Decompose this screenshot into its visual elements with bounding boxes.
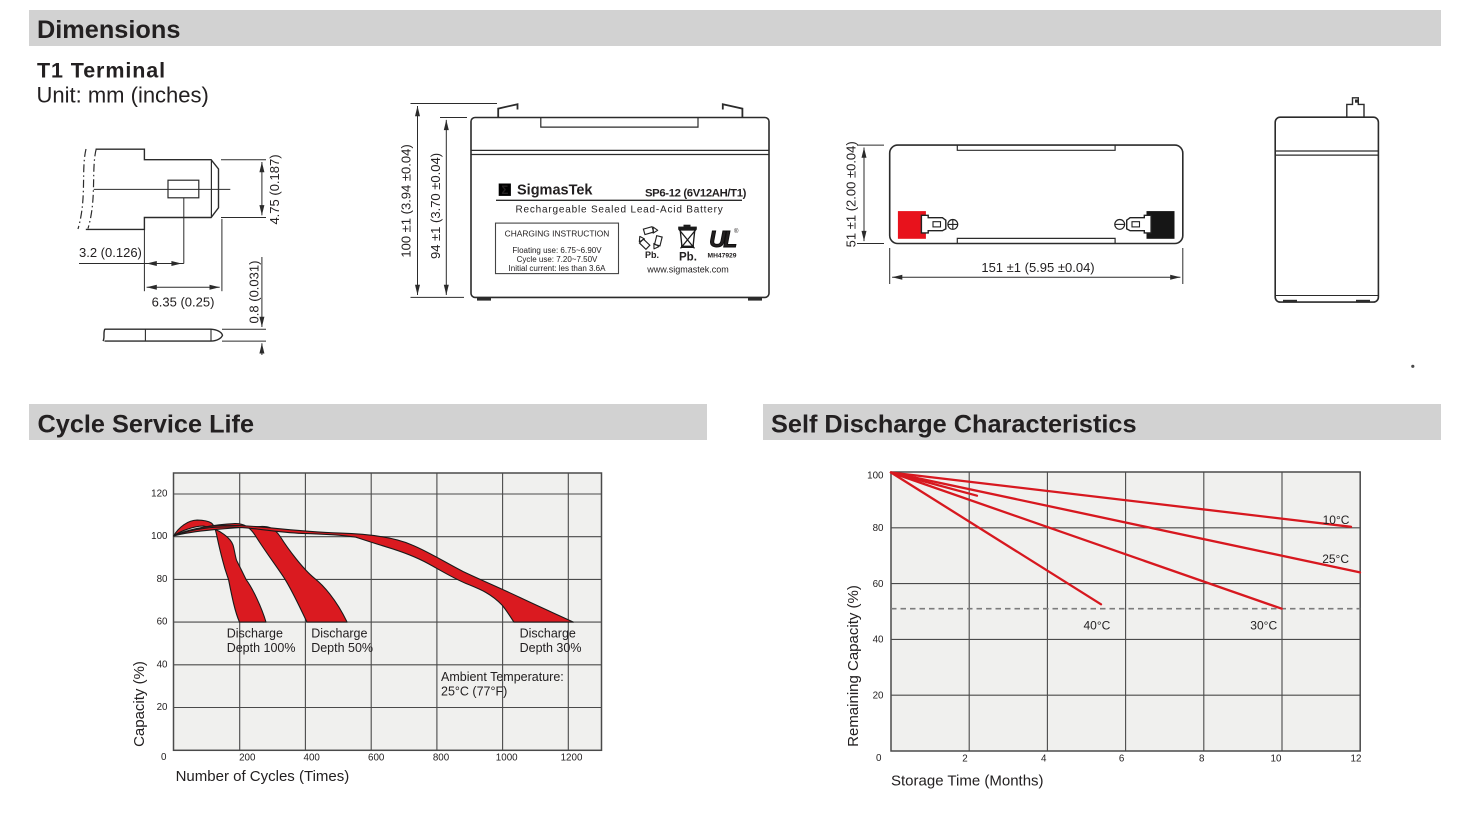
svg-text:Initial current: les than 3.6A: Initial current: les than 3.6A — [509, 264, 607, 273]
svg-text:80: 80 — [873, 523, 884, 534]
svg-text:4: 4 — [1041, 753, 1047, 764]
svg-text:100 ±1 (3.94 ±0.04): 100 ±1 (3.94 ±0.04) — [399, 144, 414, 257]
svg-text:Dimensions: Dimensions — [37, 16, 180, 44]
svg-text:Floating use: 6.75~6.90V: Floating use: 6.75~6.90V — [512, 246, 602, 255]
svg-text:600: 600 — [368, 752, 385, 763]
svg-text:200: 200 — [239, 752, 256, 763]
svg-text:Depth 50%: Depth 50% — [311, 641, 373, 655]
svg-text:400: 400 — [304, 752, 321, 763]
svg-text:20: 20 — [873, 690, 884, 701]
svg-text:MH47929: MH47929 — [708, 253, 737, 260]
svg-text:Cycle use: 7.20~7.50V: Cycle use: 7.20~7.50V — [517, 255, 598, 264]
svg-text:10: 10 — [1271, 753, 1282, 764]
svg-text:10°C: 10°C — [1323, 513, 1350, 527]
svg-text:94 ±1 (3.70 ±0.04): 94 ±1 (3.70 ±0.04) — [428, 153, 443, 259]
svg-text:0.8 (0.031): 0.8 (0.031) — [247, 261, 262, 324]
svg-text:12: 12 — [1351, 753, 1362, 764]
svg-text:60: 60 — [157, 617, 168, 628]
svg-text:25°C: 25°C — [1322, 552, 1349, 566]
svg-text:Discharge: Discharge — [227, 627, 283, 641]
svg-text:SigmasTek: SigmasTek — [517, 183, 593, 199]
svg-text:Remaining Capacity (%): Remaining Capacity (%) — [845, 585, 862, 747]
svg-text:4.75 (0.187): 4.75 (0.187) — [267, 154, 282, 224]
svg-text:51 ±1 (2.00 ±0.04): 51 ±1 (2.00 ±0.04) — [844, 141, 859, 247]
svg-text:25°C (77°F): 25°C (77°F) — [441, 685, 507, 699]
svg-text:Ambient Temperature:: Ambient Temperature: — [441, 670, 564, 684]
svg-text:Storage Time (Months): Storage Time (Months) — [891, 773, 1044, 790]
svg-text:Unit: mm (inches): Unit: mm (inches) — [37, 82, 209, 107]
svg-text:80: 80 — [157, 574, 168, 585]
svg-text:Depth 30%: Depth 30% — [520, 641, 582, 655]
svg-text:CHARGING INSTRUCTION: CHARGING INSTRUCTION — [505, 229, 610, 239]
svg-text:SP6-12 (6V12AH/T1): SP6-12 (6V12AH/T1) — [645, 188, 747, 200]
svg-text:800: 800 — [433, 752, 450, 763]
svg-text:6.35 (0.25): 6.35 (0.25) — [152, 295, 215, 310]
svg-text:0: 0 — [876, 753, 882, 764]
svg-text:Σ: Σ — [501, 185, 508, 197]
svg-text:Self Discharge Characteristics: Self Discharge Characteristics — [771, 410, 1137, 438]
svg-text:40°C: 40°C — [1084, 619, 1111, 633]
svg-text:6: 6 — [1119, 753, 1125, 764]
svg-text:2: 2 — [962, 753, 967, 764]
svg-text:30°C: 30°C — [1250, 619, 1277, 633]
svg-text:Discharge: Discharge — [311, 627, 367, 641]
svg-text:40: 40 — [157, 659, 168, 670]
svg-text:®: ® — [734, 228, 739, 235]
svg-text:60: 60 — [873, 579, 884, 590]
svg-text:8: 8 — [1199, 753, 1205, 764]
svg-text:Number of Cycles (Times): Number of Cycles (Times) — [176, 768, 350, 785]
svg-text:151 ±1 (5.95 ±0.04): 151 ±1 (5.95 ±0.04) — [981, 260, 1094, 275]
svg-text:Cycle Service Life: Cycle Service Life — [38, 410, 255, 438]
svg-text:40: 40 — [873, 635, 884, 646]
svg-text:100: 100 — [151, 531, 168, 542]
svg-text:www.sigmastek.com: www.sigmastek.com — [646, 265, 729, 275]
svg-text:20: 20 — [157, 702, 168, 713]
svg-text:1000: 1000 — [496, 752, 518, 763]
svg-text:3.2 (0.126): 3.2 (0.126) — [79, 245, 142, 260]
svg-text:Capacity (%): Capacity (%) — [131, 661, 148, 747]
svg-text:0: 0 — [161, 752, 167, 763]
svg-text:UL: UL — [709, 226, 736, 252]
svg-text:T1 Terminal: T1 Terminal — [37, 59, 166, 83]
svg-text:Pb.: Pb. — [679, 252, 697, 264]
svg-text:Depth 100%: Depth 100% — [227, 641, 296, 655]
svg-text:120: 120 — [151, 489, 168, 500]
svg-text:1200: 1200 — [561, 752, 583, 763]
svg-text:Rechargeable Sealed Lead-Acid: Rechargeable Sealed Lead-Acid Battery — [516, 205, 724, 216]
svg-text:Discharge: Discharge — [520, 627, 576, 641]
svg-text:100: 100 — [867, 471, 884, 482]
svg-text:Pb.: Pb. — [645, 250, 659, 260]
